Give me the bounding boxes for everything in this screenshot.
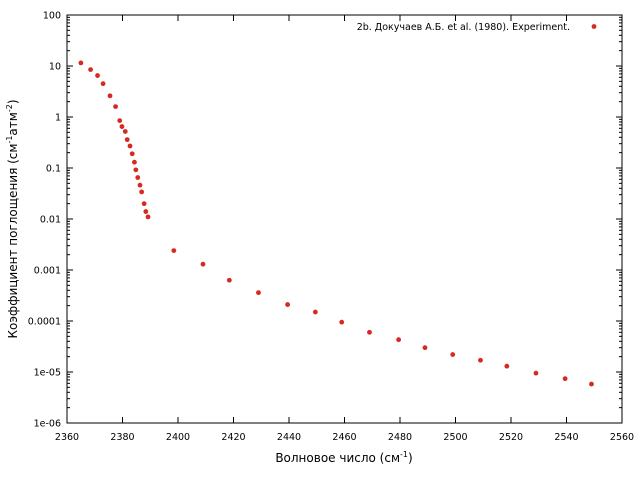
data-point <box>124 137 130 143</box>
x-axis-label: Волновое число (см-1) <box>275 450 412 465</box>
data-point <box>141 201 147 207</box>
data-point <box>100 81 106 87</box>
data-point <box>478 357 483 363</box>
data-point <box>367 329 372 335</box>
data-point <box>133 167 139 173</box>
x-tick-label: 2540 <box>554 432 578 443</box>
y-tick-label: 1e-06 <box>34 419 61 430</box>
plot-frame <box>66 14 623 424</box>
x-tick-label: 2360 <box>55 432 79 443</box>
x-tick-label: 2560 <box>610 432 634 443</box>
data-point <box>396 337 402 343</box>
y-axis-label-s2: -2 <box>5 104 14 112</box>
data-point <box>139 189 145 195</box>
x-tick-label: 2480 <box>388 432 412 443</box>
x-tick-label: 2440 <box>277 432 301 443</box>
data-point <box>285 302 291 307</box>
data-point <box>132 159 137 165</box>
y-axis-label: Коэффициент поглощения (см-1атм-2) <box>5 99 20 338</box>
data-point <box>450 352 456 357</box>
x-tick-label: 2400 <box>166 432 190 443</box>
data-point <box>504 363 510 369</box>
x-axis-label-main: Волновое число (см <box>275 451 400 465</box>
y-axis-label-p2: атм <box>6 112 20 135</box>
y-tick-label: 100 <box>43 11 61 22</box>
y-tick-label: 0.0001 <box>28 317 61 328</box>
y-axis-label-s1: -1 <box>5 136 14 144</box>
y-tick-label: 1e-05 <box>34 368 61 379</box>
data-point <box>143 209 149 214</box>
data-point <box>256 290 261 296</box>
data-point <box>533 370 539 376</box>
data-point <box>145 214 151 220</box>
data-point <box>135 175 141 180</box>
legend: 2b. Докучаев А.Б. et al. (1980). Experim… <box>357 22 597 33</box>
legend-label: 2b. Докучаев А.Б. et al. (1980). Experim… <box>357 22 570 33</box>
data-point <box>589 381 594 387</box>
data-point <box>113 104 118 109</box>
x-tick-label: 2420 <box>221 432 245 443</box>
data-point <box>95 73 100 78</box>
data-point <box>171 248 177 254</box>
data-point <box>422 345 428 351</box>
x-tick-label: 2500 <box>443 432 467 443</box>
data-point <box>122 129 128 134</box>
data-point <box>137 182 143 188</box>
data-point <box>339 319 345 325</box>
data-point <box>117 118 123 123</box>
data-point <box>88 67 93 72</box>
x-tick-label: 2460 <box>332 432 356 443</box>
data-point <box>312 309 318 315</box>
data-point <box>119 124 125 129</box>
x-tick-label: 2520 <box>499 432 523 443</box>
x-axis-label-tail: ) <box>408 451 413 465</box>
x-tick-label: 2380 <box>110 432 134 443</box>
y-tick-label: 0.01 <box>40 215 61 226</box>
y-axis-label-p3: ) <box>6 99 20 104</box>
data-point <box>78 60 84 66</box>
data-point <box>129 151 135 157</box>
legend-marker <box>591 24 597 29</box>
data-point <box>107 93 113 99</box>
y-tick-label: 0.1 <box>46 164 61 175</box>
data-point <box>127 143 133 149</box>
ticks-layer: 2360 2380 2400 2420 2440 2460 2480 2500 2520 2540… <box>28 11 634 444</box>
data-point <box>226 277 232 283</box>
data-point <box>562 376 568 382</box>
y-axis-label-p1: Коэффициент поглощения (см <box>6 144 20 339</box>
data-point <box>200 261 206 267</box>
points-layer <box>78 60 594 387</box>
y-tick-label: 0.001 <box>34 266 61 277</box>
y-tick-label: 1 <box>55 113 61 124</box>
y-tick-label: 10 <box>49 62 61 73</box>
x-axis-label-sup: -1 <box>400 450 408 459</box>
